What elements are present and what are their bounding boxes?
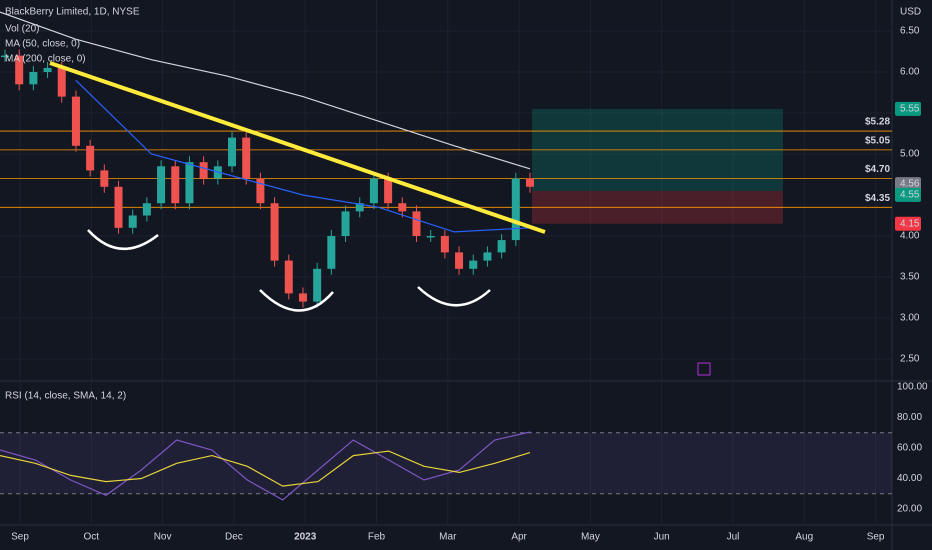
level-label: $4.35 bbox=[865, 193, 890, 204]
rsi-tick-label: 100.00 bbox=[897, 382, 928, 393]
candle bbox=[327, 236, 336, 269]
time-label: Jul bbox=[727, 532, 740, 543]
price-tag bbox=[895, 101, 921, 116]
level-label: $4.70 bbox=[865, 164, 890, 175]
candle bbox=[313, 268, 322, 302]
head-arc bbox=[259, 289, 334, 312]
candle bbox=[100, 170, 109, 187]
rsi-title: RSI (14, close, SMA, 14, 2) bbox=[5, 391, 126, 402]
rsi-tick-label: 20.00 bbox=[897, 504, 922, 515]
level-label: $5.28 bbox=[865, 117, 890, 128]
price-tag-label: 4.56 bbox=[900, 179, 920, 190]
candle bbox=[185, 162, 194, 204]
price-tag-label: 5.55 bbox=[900, 104, 920, 115]
time-label: Dec bbox=[225, 532, 243, 543]
price-tick-label: 3.50 bbox=[900, 272, 920, 283]
time-label: Sep bbox=[867, 532, 885, 543]
price-tick-label: 6.00 bbox=[900, 67, 920, 78]
rsi-tick-label: 60.00 bbox=[897, 443, 922, 454]
candle bbox=[412, 211, 421, 236]
time-label: Apr bbox=[511, 532, 527, 543]
indicator-label: MA (50, close, 0) bbox=[5, 39, 80, 50]
indicator-label: MA (200, close, 0) bbox=[5, 54, 86, 65]
shoulder-arc bbox=[87, 229, 159, 250]
price-tick-label: 3.00 bbox=[900, 313, 920, 324]
time-label: May bbox=[581, 532, 600, 543]
candle bbox=[171, 166, 180, 204]
time-label: Sep bbox=[11, 532, 29, 543]
price-tick-label: 4.00 bbox=[900, 231, 920, 242]
currency: USD bbox=[900, 7, 921, 18]
candle bbox=[341, 211, 350, 236]
candle bbox=[43, 67, 52, 72]
candle bbox=[426, 236, 435, 238]
candle bbox=[71, 96, 80, 146]
candle bbox=[369, 178, 378, 204]
time-label: 2023 bbox=[294, 532, 317, 543]
time-label: Jun bbox=[654, 532, 670, 543]
time-label: Aug bbox=[795, 532, 813, 543]
time-label: Mar bbox=[439, 532, 457, 543]
ma50-line bbox=[75, 79, 531, 233]
candle bbox=[511, 178, 520, 241]
price-tag bbox=[895, 187, 921, 202]
rsi-tick-label: 80.00 bbox=[897, 412, 922, 423]
symbol-title: BlackBerry Limited, 1D, NYSE bbox=[5, 7, 140, 18]
candle bbox=[256, 178, 265, 204]
rsi-line bbox=[0, 431, 531, 501]
rsi-band bbox=[0, 432, 892, 494]
candle bbox=[86, 145, 95, 171]
ma200-line bbox=[0, 11, 531, 170]
trend-line bbox=[49, 61, 546, 234]
candle bbox=[228, 137, 237, 167]
candle bbox=[57, 67, 66, 97]
shoulder-arc bbox=[417, 286, 491, 307]
candle bbox=[242, 137, 251, 179]
price-tick-label: 5.00 bbox=[900, 149, 920, 160]
earnings-marker[interactable] bbox=[697, 362, 711, 376]
candle bbox=[455, 252, 464, 269]
candle bbox=[270, 203, 279, 261]
candle bbox=[483, 252, 492, 261]
candle bbox=[355, 203, 364, 212]
candle bbox=[384, 178, 393, 204]
candle bbox=[1, 55, 9, 58]
rsi-tick-label: 40.00 bbox=[897, 473, 922, 484]
price-tag-label: 4.15 bbox=[900, 218, 920, 229]
candle bbox=[15, 55, 24, 85]
candle bbox=[142, 203, 151, 216]
candle bbox=[469, 260, 478, 269]
price-tag-label: 4.55 bbox=[900, 190, 920, 201]
candle bbox=[298, 293, 307, 302]
candle bbox=[114, 186, 123, 228]
candle bbox=[199, 162, 208, 179]
candle bbox=[29, 72, 38, 85]
candle bbox=[526, 178, 534, 187]
candle bbox=[497, 240, 506, 253]
level-label: $5.05 bbox=[865, 136, 890, 147]
price-tag bbox=[895, 216, 921, 231]
price-tick-label: 2.50 bbox=[900, 354, 920, 365]
candle bbox=[128, 215, 137, 228]
candle bbox=[398, 203, 407, 212]
time-label: Feb bbox=[368, 532, 386, 543]
rsi-sma-line bbox=[0, 450, 531, 487]
time-label: Nov bbox=[154, 532, 172, 543]
indicator-label: Vol (20) bbox=[5, 24, 39, 35]
price-tag bbox=[895, 177, 921, 192]
candle bbox=[440, 236, 449, 253]
candle bbox=[284, 260, 293, 294]
candle bbox=[157, 166, 166, 204]
price-tick-label: 6.50 bbox=[900, 26, 920, 37]
time-label: Oct bbox=[84, 532, 100, 543]
